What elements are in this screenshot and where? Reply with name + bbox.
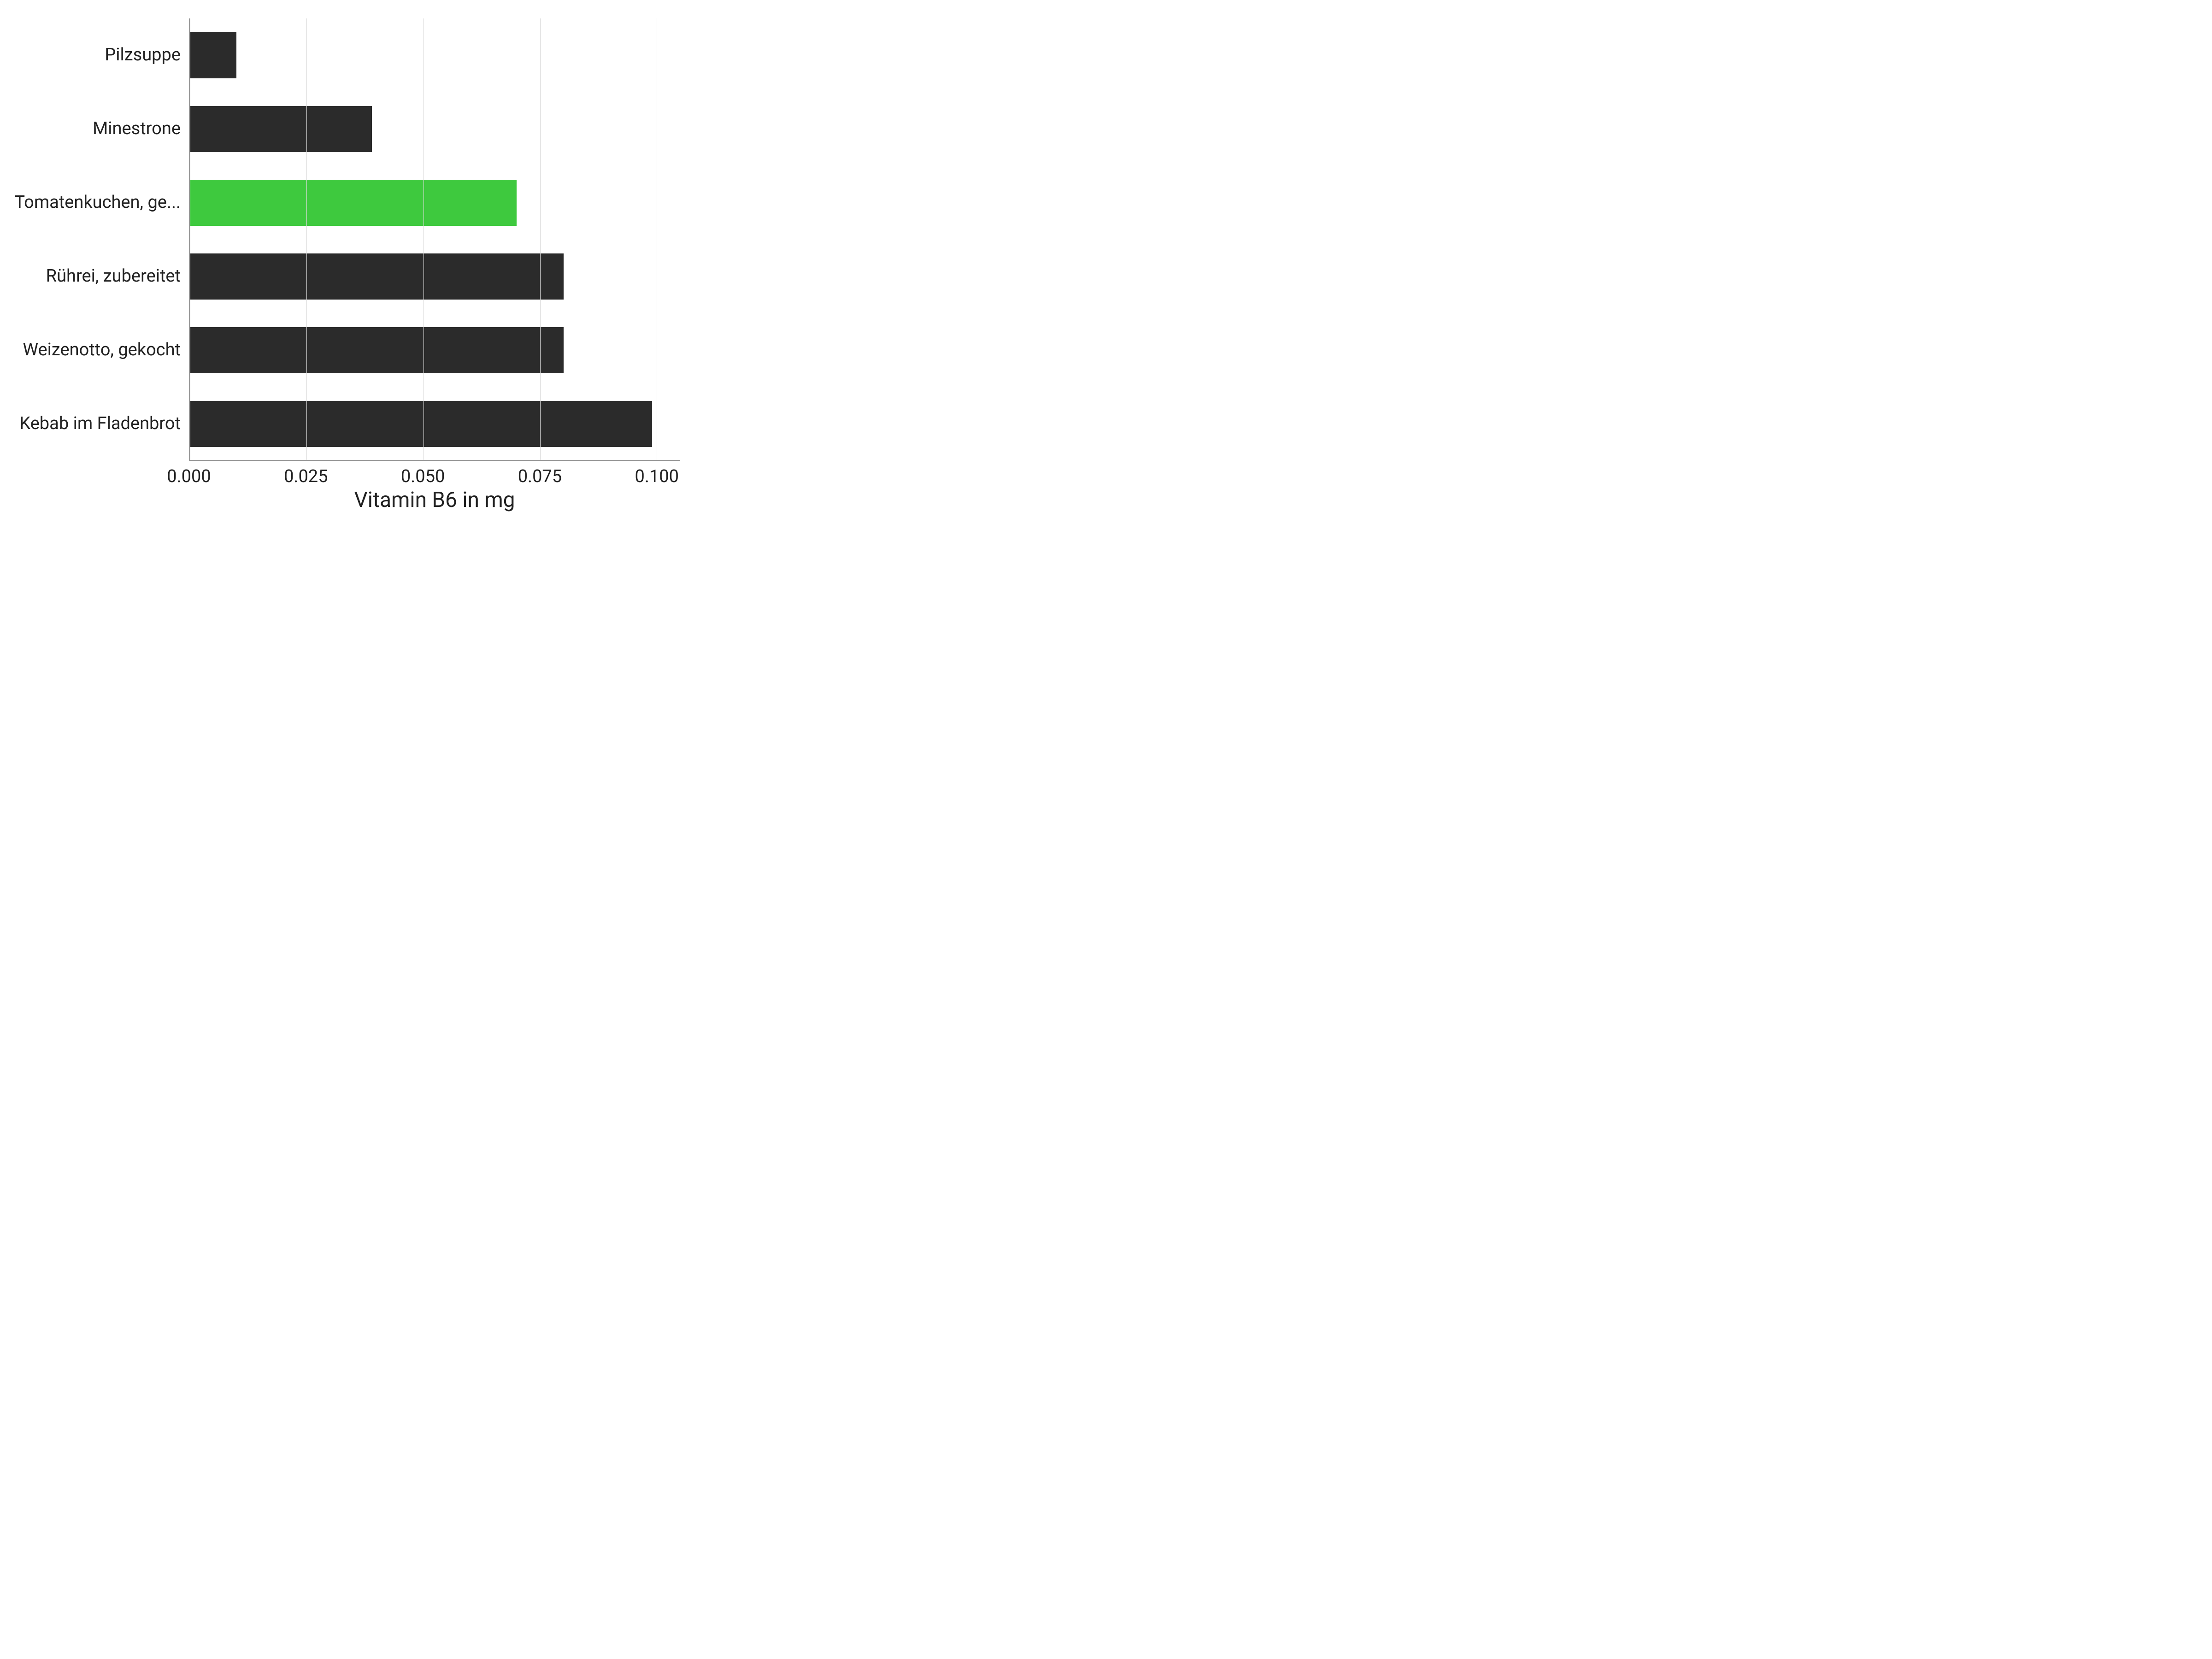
x-tick-label: 0.100 (635, 466, 679, 487)
bar-row (190, 387, 680, 461)
bar (190, 327, 564, 373)
y-tick-label: Tomatenkuchen, ge... (18, 166, 181, 240)
x-tick-label: 0.075 (518, 466, 562, 487)
y-tick-label: Kebab im Fladenbrot (18, 387, 181, 461)
plot-column: Vitamin B6 in mg 0.0000.0250.0500.0750.1… (189, 18, 680, 512)
y-tick-label: Minestrone (18, 92, 181, 166)
x-tick-label: 0.000 (167, 466, 211, 487)
bar-row (190, 240, 680, 313)
x-tick-label: 0.050 (401, 466, 445, 487)
bar-row (190, 18, 680, 92)
bar (190, 106, 372, 152)
y-tick-label: Pilzsuppe (18, 18, 181, 92)
gridline (306, 18, 307, 460)
y-axis-labels: PilzsuppeMinestroneTomatenkuchen, ge...R… (18, 18, 189, 512)
bar (190, 32, 236, 78)
x-axis: Vitamin B6 in mg 0.0000.0250.0500.0750.1… (189, 461, 680, 512)
chart-inner: PilzsuppeMinestroneTomatenkuchen, ge...R… (18, 18, 680, 512)
bar (190, 180, 517, 226)
x-tick-label: 0.025 (284, 466, 328, 487)
bar-row (190, 92, 680, 166)
bar-row (190, 313, 680, 387)
y-tick-label: Weizenotto, gekocht (18, 313, 181, 387)
x-axis-title: Vitamin B6 in mg (354, 488, 515, 512)
bar (190, 253, 564, 300)
gridline (540, 18, 541, 460)
bar-row (190, 166, 680, 240)
chart-container: PilzsuppeMinestroneTomatenkuchen, ge...R… (0, 0, 708, 531)
plot-area (189, 18, 680, 461)
bars-layer (190, 18, 680, 460)
y-tick-label: Rührei, zubereitet (18, 240, 181, 313)
bar (190, 401, 652, 447)
